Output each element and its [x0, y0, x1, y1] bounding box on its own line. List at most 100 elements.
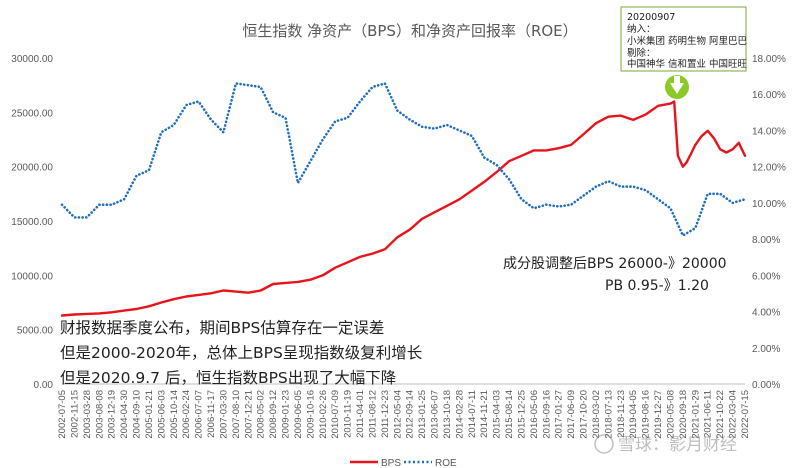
x-tick-label: 2018-03-02 — [591, 390, 602, 439]
x-tick-label: 2003-12-19 — [107, 390, 118, 439]
x-tick-label: 2004-09-10 — [132, 390, 143, 439]
x-tick-label: 2015-08-14 — [504, 390, 515, 439]
annotation-pb-change: PB 0.95-》1.20 — [605, 278, 709, 294]
callout-border — [620, 6, 747, 72]
x-tick-label: 2009-10-16 — [305, 390, 316, 439]
x-tick-label: 2012-05-04 — [392, 390, 403, 439]
x-tick-label: 2010-07-09 — [330, 390, 341, 439]
x-tick-label: 2017-06-09 — [566, 390, 577, 439]
x-tick-label: 2005-06-03 — [156, 390, 167, 439]
down-arrow-icon — [665, 75, 689, 99]
x-tick-label: 2003-03-28 — [82, 390, 93, 439]
x-tick-label: 2010-11-19 — [343, 390, 354, 438]
x-tick-label: 2008-09-12 — [268, 390, 279, 439]
x-tick-label: 2021-06-11 — [703, 390, 714, 438]
callout-include-label: 纳入： — [627, 23, 656, 35]
x-tick-label: 2015-12-25 — [516, 390, 527, 439]
y-left-tick-label: 30000.00 — [11, 54, 53, 65]
x-tick-label: 2018-07-13 — [603, 390, 614, 439]
watermark-text: 雪球：影月财经 — [618, 435, 737, 455]
legend-bps-label: BPS — [381, 458, 401, 468]
y-left-tick-label: 10000.00 — [11, 271, 53, 282]
x-tick-label: 2010-02-26 — [318, 390, 329, 439]
y-left-tick-label: 5000.00 — [17, 326, 54, 337]
x-tick-label: 2009-01-23 — [281, 390, 292, 439]
legend: BPS ROE — [350, 458, 457, 468]
x-tick-label: 2004-04-30 — [119, 390, 130, 439]
y-right-tick-label: 10.00% — [752, 199, 786, 210]
x-tick-label: 2019-04-05 — [628, 390, 639, 439]
x-tick-label: 2016-09-16 — [541, 390, 552, 439]
x-tick-label: 2008-05-02 — [256, 390, 267, 439]
x-tick-label: 2019-08-16 — [641, 390, 652, 439]
x-tick-label: 2017-01-27 — [554, 390, 565, 439]
y-right-tick-label: 12.00% — [752, 163, 786, 174]
annotation-line-3: 但是2020.9.7 后，恒生指数BPS出现了大幅下降 — [60, 369, 396, 387]
x-tick-label: 2014-02-28 — [454, 390, 465, 439]
y-right-tick-label: 14.00% — [752, 126, 786, 137]
x-tick-label: 2007-08-10 — [231, 390, 242, 439]
watermark: 雪球：影月财经 — [594, 434, 737, 455]
y-right-tick-label: 6.00% — [752, 271, 780, 282]
x-tick-label: 2006-07-07 — [194, 390, 205, 439]
x-tick-label: 2022-03-04 — [728, 390, 739, 439]
callout-box: 20200907 纳入： 小米集团 药明生物 阿里巴巴 剔除： 中国神华 信和置… — [620, 6, 748, 72]
x-tick-label: 2012-09-14 — [405, 390, 416, 439]
callout-exclude-label: 剔除： — [627, 47, 656, 59]
snowball-logo-icon — [594, 434, 614, 454]
y-left-tick-label: 20000.00 — [11, 163, 53, 174]
y-right-tick-label: 16.00% — [752, 90, 786, 101]
annotation-bps-change: 成分股调整后BPS 26000-》20000 — [503, 256, 727, 272]
x-tick-label: 2002-07-05 — [57, 390, 68, 439]
y-left-tick-label: 0.00 — [34, 380, 54, 391]
x-tick-label: 2021-10-22 — [715, 390, 726, 439]
x-tick-label: 2013-10-18 — [442, 390, 453, 439]
x-tick-label: 2015-04-03 — [492, 390, 503, 439]
callout-date: 20200907 — [627, 12, 675, 23]
x-tick-label: 2020-09-18 — [678, 390, 689, 439]
x-tick-label: 2011-04-01 — [355, 390, 366, 438]
x-tick-label: 2009-06-05 — [293, 390, 304, 439]
x-tick-label: 2021-01-29 — [690, 390, 701, 439]
x-tick-label: 2022-07-15 — [740, 390, 751, 439]
y-right-tick-label: 4.00% — [752, 308, 780, 319]
y-right-tick-label: 2.00% — [752, 344, 780, 355]
series-roe-line — [60, 82, 747, 237]
x-tick-label: 2013-06-07 — [430, 390, 441, 439]
x-tick-label: 2018-11-23 — [616, 390, 627, 438]
x-tick-label: 2016-05-06 — [529, 390, 540, 439]
callout-include-list: 小米集团 药明生物 阿里巴巴 — [627, 35, 747, 47]
annotation-line-2: 但是2000-2020年，总体上BPS呈现指数级复利增长 — [60, 344, 422, 362]
series-bps-line — [60, 100, 747, 317]
x-tick-label: 2005-01-21 — [144, 390, 155, 439]
x-tick-label: 2005-10-14 — [169, 390, 180, 439]
y-left-axis: 0.00 5000.00 10000.00 15000.00 20000.00 25000… — [11, 54, 53, 391]
legend-roe-label: ROE — [435, 458, 457, 468]
y-right-tick-label: 0.00% — [752, 380, 780, 391]
y-right-axis: 0.00% 2.00% 4.00% 6.00% 8.00% 10.00% 12.00% 14.… — [752, 54, 786, 391]
y-right-tick-label: 8.00% — [752, 235, 780, 246]
x-tick-label: 2014-11-21 — [479, 390, 490, 438]
x-tick-label: 2003-08-08 — [94, 390, 105, 439]
y-right-tick-label: 18.00% — [752, 54, 786, 65]
x-tick-label: 2006-11-17 — [206, 390, 217, 438]
x-tick-label: 2014-07-11 — [467, 390, 478, 438]
annotation-line-1: 财报数据季度公布，期间BPS估算存在一定误差 — [60, 318, 384, 337]
x-tick-label: 2011-12-23 — [380, 390, 391, 438]
x-tick-label: 2011-08-12 — [367, 390, 378, 438]
chart-title: 恒生指数 净资产（BPS）和净资产回报率（ROE） — [242, 22, 577, 40]
x-tick-label: 2007-03-30 — [218, 390, 229, 439]
x-axis: 2002-07-05 2002-11-15 2003-03-28 2003-08-08… — [57, 390, 751, 439]
x-tick-label: 2019-12-27 — [653, 390, 664, 439]
series-layer — [60, 82, 747, 317]
y-left-tick-label: 25000.00 — [11, 108, 53, 119]
y-left-tick-label: 15000.00 — [11, 217, 53, 228]
x-tick-label: 2017-10-20 — [579, 390, 590, 439]
x-tick-label: 2006-02-24 — [181, 390, 192, 439]
x-tick-label: 2020-05-08 — [665, 390, 676, 439]
x-tick-label: 2002-11-15 — [69, 390, 80, 438]
x-tick-label: 2007-12-21 — [243, 390, 254, 439]
x-tick-label: 2013-01-25 — [417, 390, 428, 439]
